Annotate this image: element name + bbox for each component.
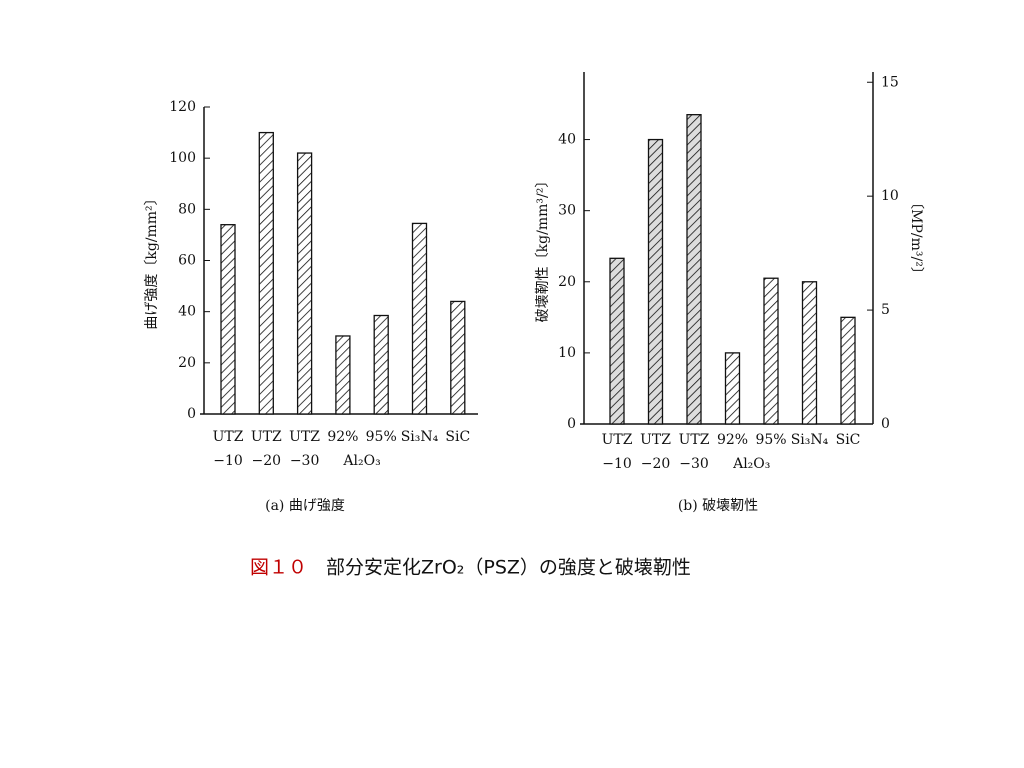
y-tick-label: 60 <box>178 253 196 269</box>
bar <box>296 152 313 415</box>
x-tick-label: 95% <box>755 432 786 448</box>
y2-tick-label: 15 <box>881 74 899 90</box>
y-tick-label: 100 <box>169 150 196 166</box>
x-tick-label: UTZ <box>251 429 282 445</box>
x-tick-sublabel: −20 <box>641 456 671 472</box>
y-tick-label: 120 <box>169 99 196 115</box>
x-tick-label: UTZ <box>289 429 320 445</box>
y2-tick-label: 0 <box>881 416 890 432</box>
bar <box>801 281 818 425</box>
x-tick-label: Si₃N₄ <box>791 432 829 448</box>
y-tick-label: 40 <box>558 132 576 148</box>
x-tick-sublabel: −10 <box>213 453 243 469</box>
x-tick-label: UTZ <box>602 432 633 448</box>
y2-tick-label: 5 <box>881 302 890 318</box>
y-axis-label: 破壊靭性〔kg/mm³/²〕 <box>535 174 551 323</box>
bar <box>450 300 466 415</box>
x-tick-label: UTZ <box>213 429 244 445</box>
x-tick-label: 95% <box>366 429 397 445</box>
chart-title: (b) 破壊靭性 <box>678 498 758 514</box>
group-label: Al₂O₃ <box>342 453 380 469</box>
bar <box>840 316 856 425</box>
x-tick-label: SiC <box>836 432 861 448</box>
bar <box>258 131 274 415</box>
bar <box>220 224 236 415</box>
y-tick-label: 20 <box>558 274 576 290</box>
caption: 部分安定化ZrO₂（PSZ）の強度と破壊靭性 <box>326 557 691 579</box>
bar <box>686 114 702 425</box>
x-tick-label: UTZ <box>679 432 710 448</box>
y2-tick-label: 10 <box>881 188 899 204</box>
y-tick-label: 80 <box>178 201 196 217</box>
bar <box>335 335 351 415</box>
y-axis-label: 曲げ強度〔kg/mm²〕 <box>144 191 160 329</box>
y-tick-label: 0 <box>567 416 576 432</box>
bar <box>609 257 625 425</box>
group-label: Al₂O₃ <box>732 456 770 472</box>
x-tick-sublabel: −30 <box>679 456 709 472</box>
x-tick-label: SiC <box>445 429 470 445</box>
bar <box>724 352 741 425</box>
y2-axis-label: 〔MP/m³/²〕 <box>908 195 924 281</box>
bar <box>411 222 428 415</box>
y-tick-label: 10 <box>558 345 576 361</box>
x-tick-label: UTZ <box>640 432 671 448</box>
y-tick-label: 0 <box>187 406 196 422</box>
x-tick-label: Si₃N₄ <box>401 429 439 445</box>
x-tick-sublabel: −30 <box>290 453 320 469</box>
bar <box>373 314 389 415</box>
bar <box>763 277 779 425</box>
bar <box>647 138 664 425</box>
y-tick-label: 40 <box>178 304 196 320</box>
x-tick-label: 92% <box>327 429 358 445</box>
y-tick-label: 20 <box>178 355 196 371</box>
chart-title: (a) 曲げ強度 <box>265 498 345 514</box>
figure-number: 図１０ <box>250 557 307 579</box>
x-tick-sublabel: −10 <box>602 456 632 472</box>
y-tick-label: 30 <box>558 203 576 219</box>
x-tick-label: 92% <box>717 432 748 448</box>
x-tick-sublabel: −20 <box>252 453 282 469</box>
